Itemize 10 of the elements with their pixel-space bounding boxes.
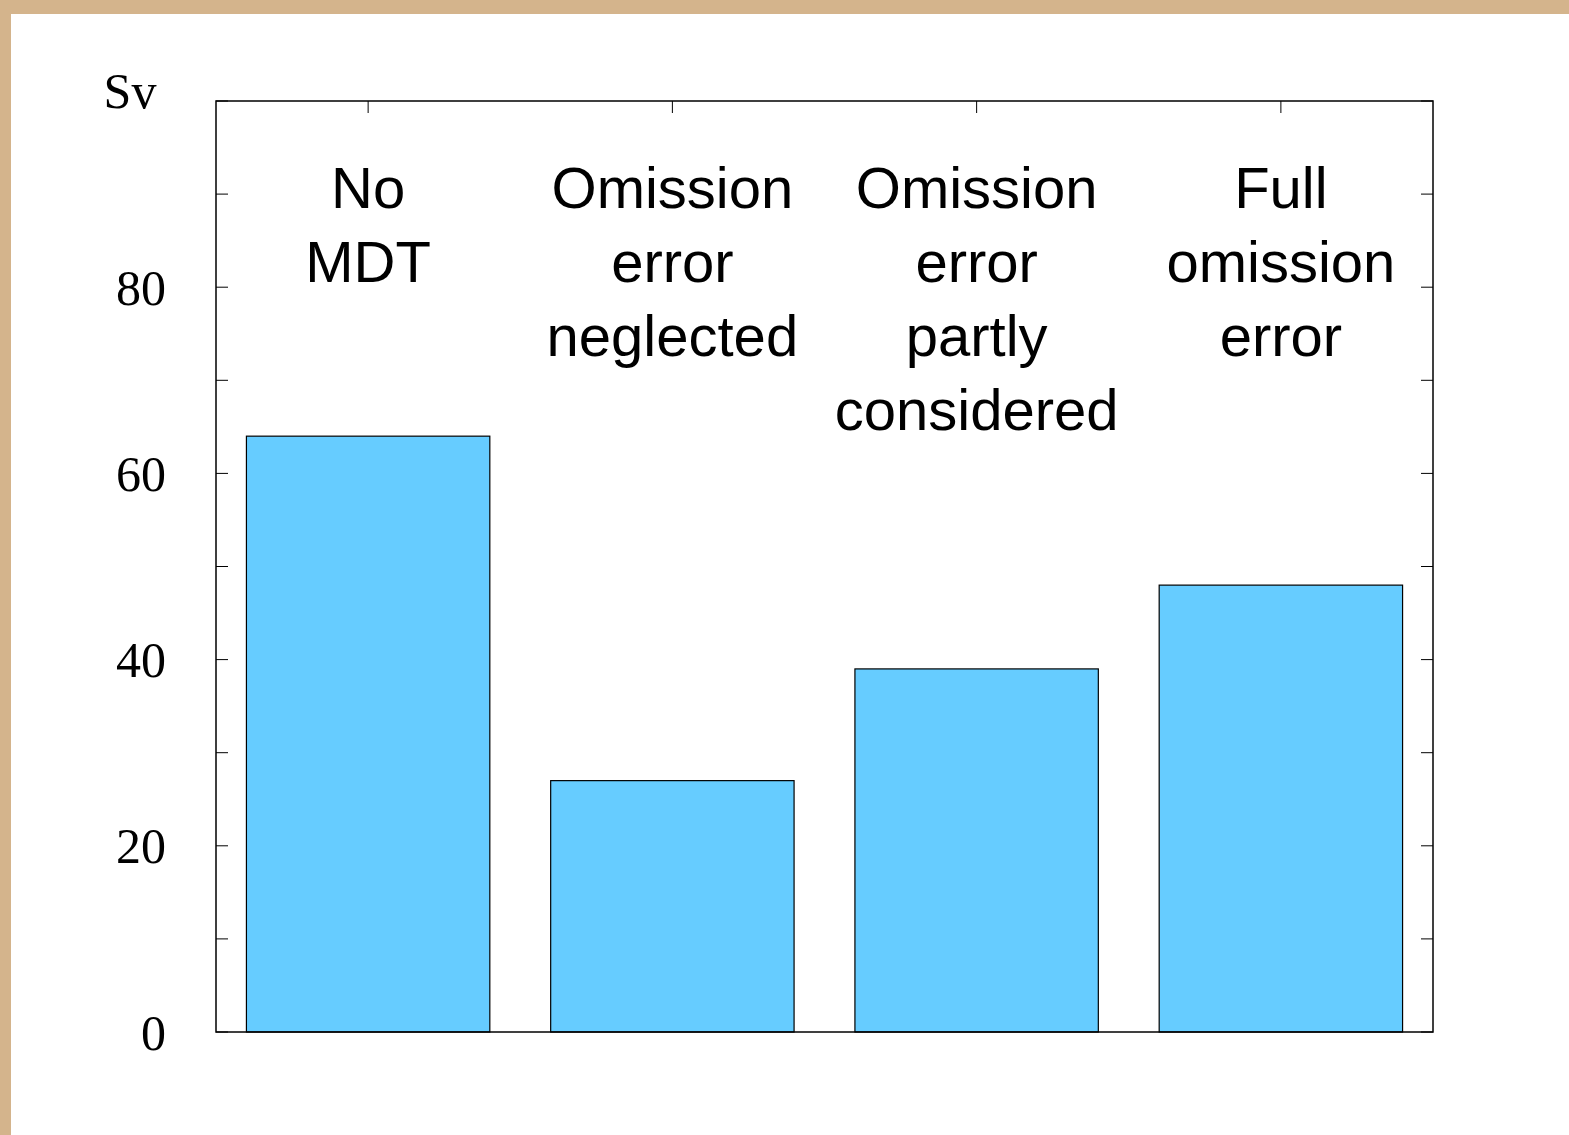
y-tick-label: 80 [116, 259, 166, 316]
y-tick-label: 40 [116, 632, 166, 689]
x-tick-label: Omission error neglected [546, 155, 799, 368]
y-tick-label: 20 [116, 818, 166, 875]
x-tick-label: Omission error partly considered [834, 155, 1119, 442]
y-tick-label: 0 [141, 1004, 166, 1061]
y-tick-label: 60 [116, 445, 166, 502]
y-axis-title: Sv [103, 63, 157, 119]
x-tick-label: No MDT [305, 155, 431, 294]
x-tick-label: Full omission error [1166, 155, 1396, 368]
